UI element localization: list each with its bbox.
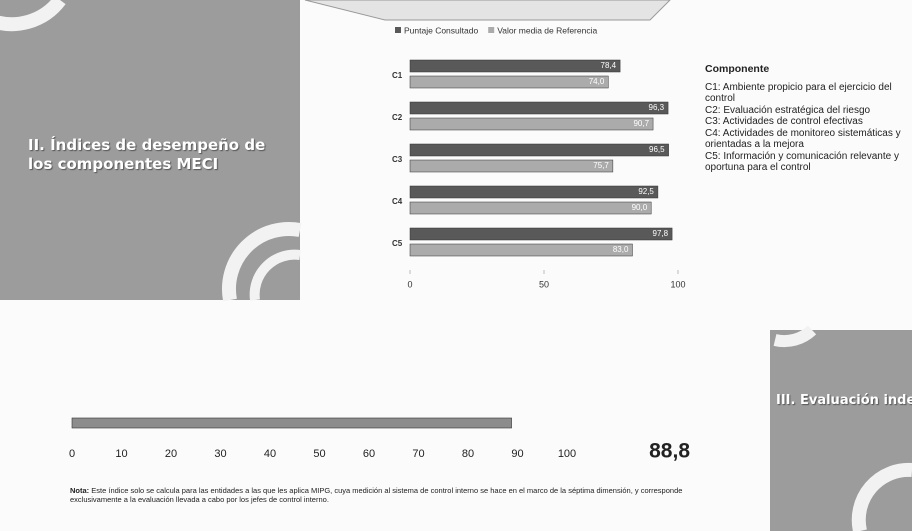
- value-label: 74,0: [589, 77, 605, 86]
- right-panel-bg: [770, 330, 912, 531]
- bar: [409, 59, 621, 73]
- y-tick-label: C5: [392, 239, 403, 248]
- y-tick-label: C4: [392, 197, 403, 206]
- y-tick-label: C2: [392, 113, 403, 122]
- bar: [409, 117, 654, 131]
- component-item: C4: Actividades de monitoreo sistemática…: [705, 127, 901, 151]
- value-label: 96,5: [649, 145, 665, 154]
- arc: [773, 325, 817, 348]
- x-tick-label: 70: [412, 448, 424, 460]
- x-tick-label: 50: [313, 448, 325, 460]
- x-tick-label: 20: [165, 448, 177, 460]
- arc: [0, 0, 66, 32]
- components-heading: Componente: [705, 63, 770, 75]
- x-tick-label: 80: [462, 448, 474, 460]
- x-tick-label: 0: [69, 448, 75, 460]
- note-label: Nota:: [70, 486, 90, 495]
- legend-label: Puntaje Consultado: [404, 25, 478, 35]
- value-label: 92,5: [638, 187, 654, 196]
- value-label: 90,0: [632, 203, 648, 212]
- bar: [409, 201, 652, 215]
- x-tick-label: 60: [363, 448, 375, 460]
- component-item: C2: Evaluación estratégica del riesgo: [705, 104, 871, 116]
- value-label: 88,8: [649, 440, 690, 463]
- x-tick-label: 0: [407, 279, 412, 289]
- y-tick-label: C1: [392, 71, 403, 80]
- bar: [409, 101, 669, 115]
- left-panel-title: II. Índices de desempeño de los componen…: [28, 136, 266, 173]
- legend-swatch: [488, 27, 495, 33]
- value-label: 75,7: [593, 161, 609, 170]
- note-text: Este índice solo se calcula para las ent…: [70, 486, 683, 504]
- components: Componente C1: Ambiente propicio para el…: [705, 63, 910, 174]
- y-tick-label: C3: [392, 155, 403, 164]
- x-tick-label: 100: [670, 279, 685, 289]
- value-label: 90,7: [633, 119, 649, 128]
- legend-label: Valor media de Referencia: [497, 25, 597, 35]
- x-tick-label: 30: [214, 448, 226, 460]
- x-tick-label: 50: [539, 279, 549, 289]
- value-label: 83,0: [613, 245, 629, 254]
- component-item: C1: Ambiente propicio para el ejercicio …: [705, 81, 892, 105]
- x-tick-label: 100: [558, 448, 576, 460]
- legend-swatch: [395, 27, 401, 33]
- note: Nota: Este índice solo se calcula para l…: [70, 486, 710, 504]
- bar: [409, 75, 609, 89]
- inset-image: [304, 0, 671, 21]
- x-tick-label: 40: [264, 448, 276, 460]
- x-tick-label: 90: [511, 448, 523, 460]
- arc: [851, 462, 912, 531]
- component-item: C3: Actividades de control efectivas: [705, 116, 863, 127]
- arc: [221, 221, 302, 302]
- bar: [409, 243, 633, 257]
- value-label: 78,4: [601, 61, 617, 70]
- component-item: C5: Información y comunicación relevante…: [705, 150, 899, 174]
- bar: [409, 143, 669, 157]
- value-label: 96,3: [649, 103, 665, 112]
- right-panel-title: III. Evaluación independiente del Sistem…: [776, 393, 912, 408]
- bar: [409, 159, 614, 173]
- arc: [249, 249, 301, 301]
- bar: [71, 417, 512, 429]
- bar: [409, 227, 673, 241]
- bar: [409, 185, 659, 199]
- x-tick-label: 10: [115, 448, 127, 460]
- value-label: 97,8: [653, 229, 669, 238]
